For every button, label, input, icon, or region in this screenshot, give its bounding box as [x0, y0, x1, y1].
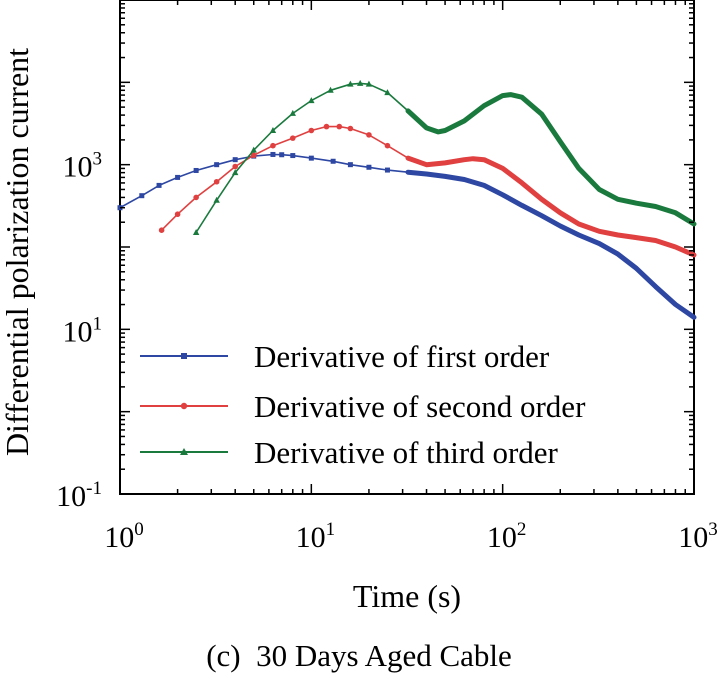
x-tick-label: 100: [104, 519, 144, 554]
y-tick-label: 10-1: [56, 478, 102, 513]
data-point: [384, 142, 391, 149]
data-point: [356, 79, 364, 86]
data-point: [232, 157, 238, 163]
legend-entry-second: Derivative of second order: [140, 389, 586, 424]
data-point: [330, 158, 336, 164]
series-line-3: [195, 82, 695, 233]
data-point: [347, 162, 353, 168]
data-point: [250, 152, 257, 159]
data-point: [156, 182, 162, 188]
legend-label-second: Derivative of second order: [254, 389, 586, 424]
data-point: [347, 80, 354, 87]
legend-entry-third: Derivative of third order: [140, 435, 559, 470]
x-tick-label: 102: [487, 519, 526, 554]
x-tick-label: 103: [678, 519, 718, 554]
data-point: [366, 132, 372, 138]
data-point: [231, 169, 239, 176]
data-point: [290, 153, 296, 159]
data-point: [270, 142, 276, 149]
series-line-1: [119, 153, 695, 318]
series-layer: [117, 79, 697, 320]
data-point: [308, 97, 315, 104]
data-point: [213, 178, 220, 185]
y-tick-label: 101: [63, 313, 103, 348]
y-tick-label: 103: [63, 149, 103, 184]
legend-label-third: Derivative of third order: [254, 435, 559, 470]
data-point: [384, 167, 390, 173]
legend-marker-third: [180, 448, 188, 455]
data-point: [270, 151, 276, 157]
tick-layer: 100 101 102 103 10-1 101 103: [56, 0, 718, 554]
legend-marker-first: [181, 353, 187, 359]
legend-marker-second: [180, 402, 188, 410]
data-point: [366, 164, 372, 170]
data-point: [308, 127, 315, 134]
data-point: [289, 135, 296, 141]
figure-caption: (c) 30 Days Aged Cable: [206, 638, 512, 673]
data-point: [214, 162, 220, 168]
data-point: [384, 89, 391, 96]
x-tick-label: 101: [296, 519, 336, 554]
data-point: [365, 80, 373, 87]
x-axis-title: Time (s): [353, 578, 461, 614]
legend-label-first: Derivative of first order: [254, 339, 550, 374]
data-point: [193, 167, 199, 173]
data-point: [158, 227, 165, 233]
legend: Derivative of first order Derivative of …: [140, 339, 586, 470]
data-point: [250, 146, 257, 153]
data-point: [327, 86, 334, 93]
data-point: [323, 123, 330, 130]
data-point: [289, 109, 296, 116]
data-point: [308, 155, 314, 161]
data-point: [213, 196, 220, 203]
legend-entry-first: Derivative of first order: [140, 339, 550, 374]
y-axis-title: Differential polarization current: [0, 48, 35, 456]
data-point: [336, 123, 343, 130]
data-point: [174, 211, 181, 218]
series-dense-2: [405, 155, 697, 258]
series-dense-1: [405, 169, 697, 320]
data-point: [192, 229, 200, 236]
series-dense-3: [405, 92, 697, 227]
data-point: [139, 193, 145, 199]
data-point: [175, 174, 181, 180]
data-point: [269, 127, 277, 134]
data-point: [193, 194, 199, 201]
data-point: [232, 163, 238, 170]
data-point: [279, 152, 285, 158]
data-point: [347, 125, 354, 132]
